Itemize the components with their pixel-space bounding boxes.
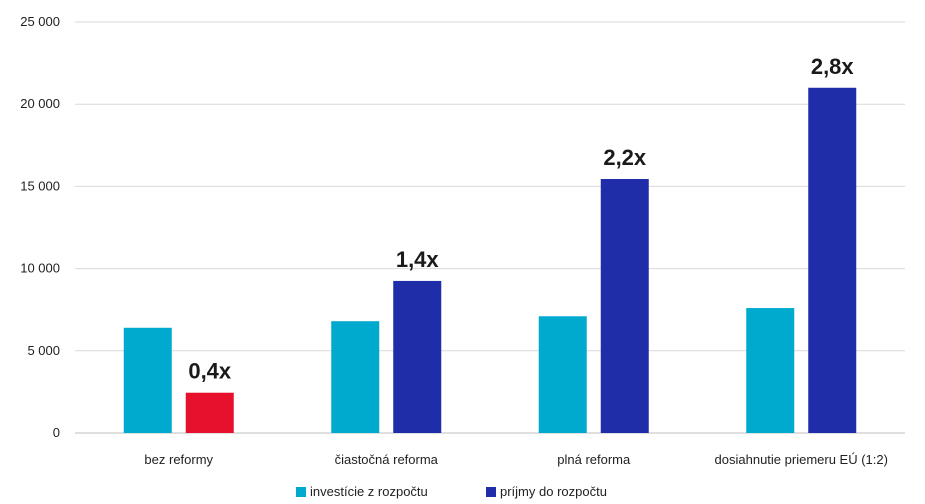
ratio-label: 0,4x (188, 359, 232, 384)
legend-swatch (486, 487, 496, 497)
category-label: dosiahnutie priemeru EÚ (1:2) (715, 452, 888, 467)
legend-label: príjmy do rozpočtu (500, 484, 607, 499)
y-axis-ticks: 0 5 000 10 000 15 000 20 000 25 000 (20, 14, 60, 440)
y-tick-label: 25 000 (20, 14, 60, 29)
category-label: plná reforma (557, 452, 631, 467)
legend: investície z rozpočtu príjmy do rozpočtu (296, 484, 607, 499)
bar-investicie (746, 308, 795, 433)
ratio-labels: 0,4x 1,4x 2,2x 2,8x (188, 54, 854, 384)
category-label: bez reformy (144, 452, 213, 467)
category-label: čiastočná reforma (335, 452, 439, 467)
legend-label: investície z rozpočtu (310, 484, 428, 499)
bar-prijmy (808, 87, 857, 433)
y-tick-label: 15 000 (20, 178, 60, 193)
ratio-label: 2,8x (811, 54, 855, 79)
y-tick-label: 20 000 (20, 96, 60, 111)
y-tick-label: 5 000 (27, 343, 60, 358)
bar-prijmy (393, 280, 442, 433)
bar-investicie (538, 316, 587, 433)
ratio-label: 2,2x (603, 145, 647, 170)
legend-swatch (296, 487, 306, 497)
bar-prijmy (600, 179, 649, 433)
ratio-label: 1,4x (396, 247, 440, 272)
y-tick-label: 10 000 (20, 261, 60, 276)
bar-investicie (331, 321, 380, 433)
bar-prijmy (185, 392, 234, 433)
bar-investicie (123, 327, 172, 433)
x-axis-categories: bez reformy čiastočná reforma plná reforma… (144, 452, 888, 467)
bars (123, 87, 857, 433)
y-tick-label: 0 (53, 425, 60, 440)
